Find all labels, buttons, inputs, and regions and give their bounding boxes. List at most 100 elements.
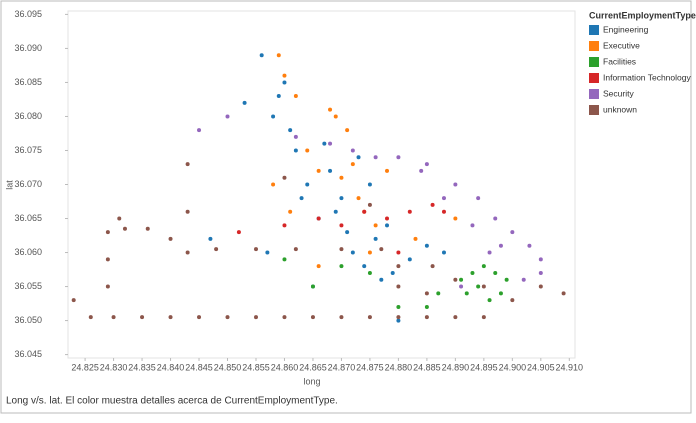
x-tick-label: 24.835 <box>128 362 156 372</box>
point <box>373 236 378 241</box>
point <box>122 226 127 231</box>
point <box>521 277 526 282</box>
point <box>276 53 281 58</box>
point <box>481 264 486 269</box>
x-tick-label: 24.875 <box>356 362 384 372</box>
point <box>197 315 202 320</box>
point <box>367 182 372 187</box>
y-tick-label: 36.075 <box>14 145 42 155</box>
point <box>345 128 350 133</box>
point <box>185 209 190 214</box>
point <box>390 270 395 275</box>
point <box>271 114 276 119</box>
legend-swatch <box>589 105 599 115</box>
x-tick-label: 24.910 <box>556 362 584 372</box>
point <box>168 236 173 241</box>
y-tick-label: 36.055 <box>14 281 42 291</box>
point <box>145 226 150 231</box>
point <box>305 182 310 187</box>
legend-swatch <box>589 73 599 83</box>
point <box>487 250 492 255</box>
point <box>328 141 333 146</box>
point <box>367 270 372 275</box>
x-tick-label: 24.860 <box>271 362 299 372</box>
point <box>328 107 333 112</box>
point <box>373 155 378 160</box>
legend-label: Information Technology <box>603 72 691 82</box>
x-tick-label: 24.845 <box>185 362 213 372</box>
x-tick-label: 24.880 <box>385 362 413 372</box>
point <box>396 155 401 160</box>
point <box>316 168 321 173</box>
point <box>305 148 310 153</box>
point <box>459 284 464 289</box>
point <box>396 264 401 269</box>
point <box>282 257 287 262</box>
point <box>493 216 498 221</box>
point <box>293 247 298 252</box>
point <box>424 291 429 296</box>
point <box>350 148 355 153</box>
point <box>345 230 350 235</box>
point <box>105 284 110 289</box>
y-tick-label: 36.085 <box>14 77 42 87</box>
point <box>510 298 515 303</box>
point <box>310 284 315 289</box>
point <box>538 270 543 275</box>
point <box>253 315 258 320</box>
point <box>333 114 338 119</box>
point <box>396 250 401 255</box>
point <box>424 304 429 309</box>
point <box>88 315 93 320</box>
legend-label: Security <box>603 88 634 98</box>
point <box>356 155 361 160</box>
point <box>350 162 355 167</box>
point <box>117 216 122 221</box>
x-tick-label: 24.865 <box>299 362 327 372</box>
point <box>441 209 446 214</box>
point <box>424 162 429 167</box>
point <box>316 264 321 269</box>
y-tick-label: 36.045 <box>14 349 42 359</box>
point <box>339 264 344 269</box>
point <box>316 216 321 221</box>
point <box>356 196 361 201</box>
point <box>185 162 190 167</box>
point <box>385 216 390 221</box>
legend-label: Executive <box>603 40 640 50</box>
legend-swatch <box>589 89 599 99</box>
legend-swatch <box>589 57 599 67</box>
point <box>236 230 241 235</box>
point <box>339 223 344 228</box>
point <box>561 291 566 296</box>
x-tick-label: 24.830 <box>100 362 128 372</box>
point <box>350 250 355 255</box>
point <box>71 298 76 303</box>
y-tick-label: 36.060 <box>14 247 42 257</box>
x-tick-label: 24.905 <box>527 362 555 372</box>
point <box>242 100 247 105</box>
point <box>430 202 435 207</box>
point <box>282 223 287 228</box>
x-tick-label: 24.885 <box>413 362 441 372</box>
point <box>282 175 287 180</box>
point <box>385 223 390 228</box>
x-tick-label: 24.900 <box>499 362 527 372</box>
legend-swatch <box>589 25 599 35</box>
y-tick-label: 36.095 <box>14 9 42 19</box>
point <box>322 141 327 146</box>
point <box>476 284 481 289</box>
point <box>105 230 110 235</box>
point <box>339 196 344 201</box>
point <box>271 182 276 187</box>
point <box>385 168 390 173</box>
y-tick-label: 36.050 <box>14 315 42 325</box>
point <box>185 250 190 255</box>
point <box>310 315 315 320</box>
point <box>225 114 230 119</box>
point <box>441 196 446 201</box>
point <box>288 209 293 214</box>
x-tick-label: 24.870 <box>328 362 356 372</box>
point <box>470 270 475 275</box>
point <box>362 209 367 214</box>
